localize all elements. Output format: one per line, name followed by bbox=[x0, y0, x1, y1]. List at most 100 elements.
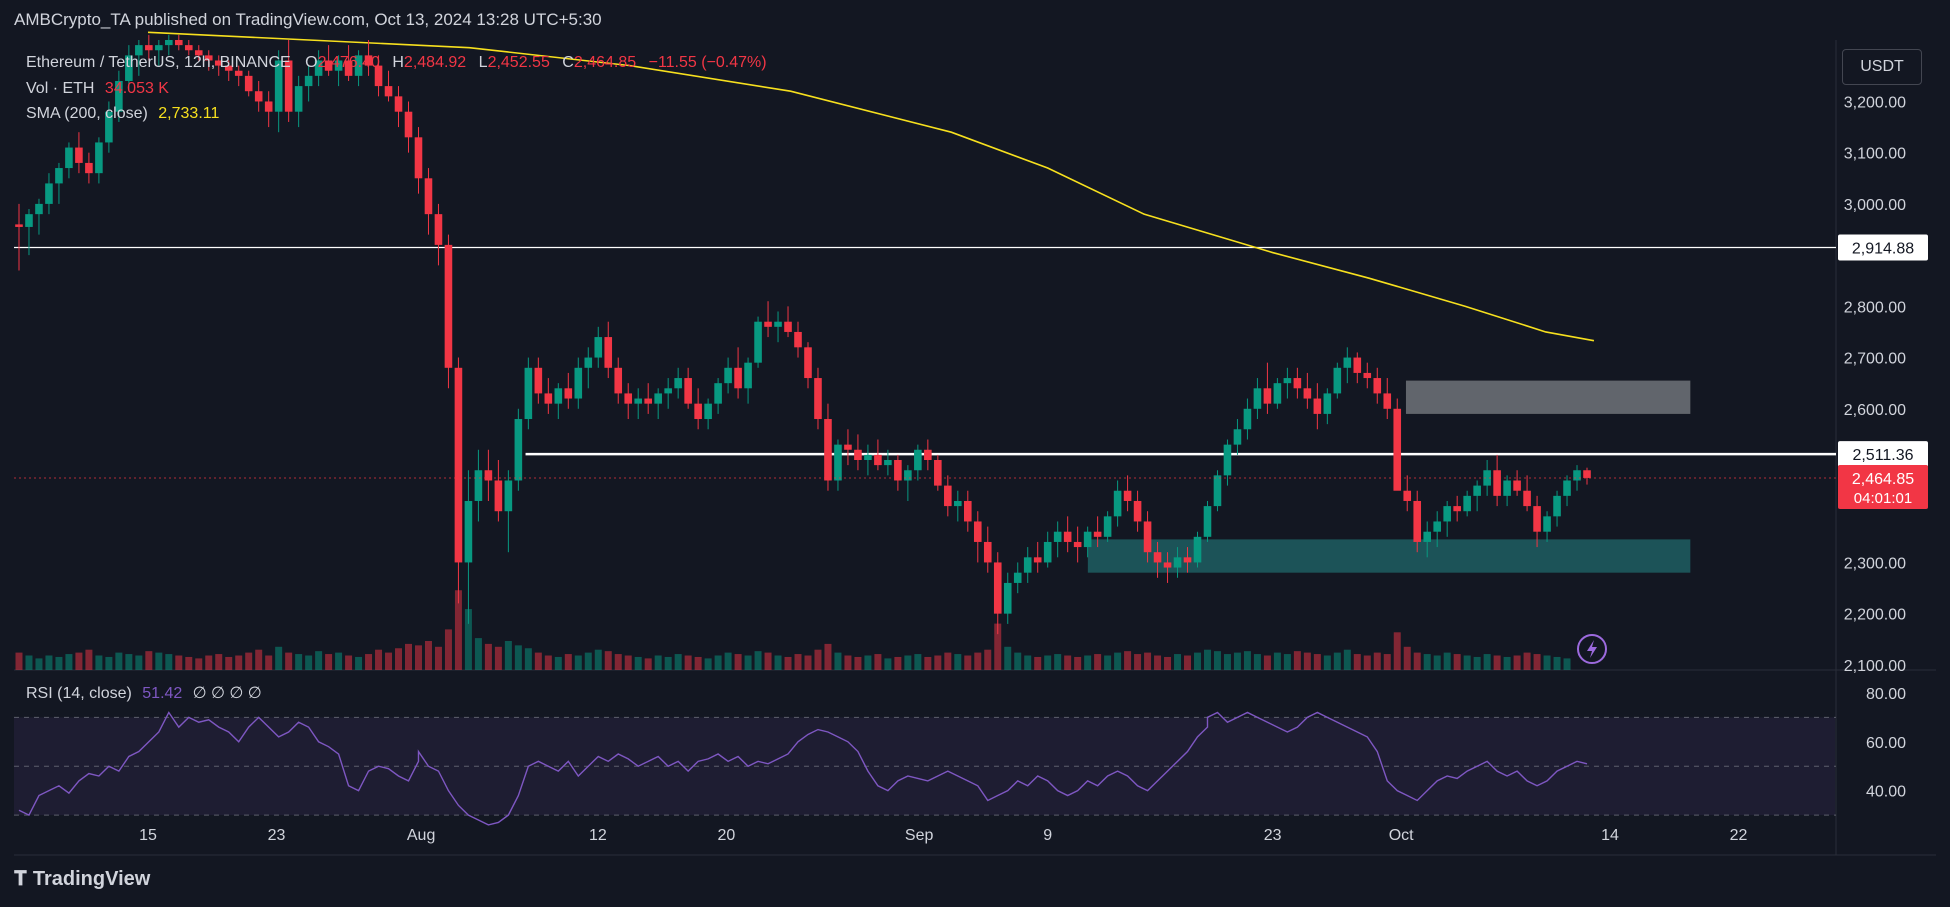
candle-body bbox=[1223, 444, 1232, 476]
candle-body bbox=[1483, 470, 1491, 486]
time-tick-label: Oct bbox=[1389, 827, 1414, 844]
candle-body bbox=[963, 500, 972, 522]
time-tick-label: 15 bbox=[139, 827, 157, 844]
volume-bar bbox=[1413, 652, 1421, 670]
volume-bar bbox=[524, 648, 532, 670]
candle-body bbox=[1523, 490, 1531, 507]
candle-body bbox=[824, 419, 832, 481]
volume-bar bbox=[754, 651, 762, 670]
volume-bar bbox=[724, 652, 732, 670]
volume-bar bbox=[325, 654, 333, 670]
volume-bar bbox=[454, 590, 462, 670]
candle-body bbox=[1383, 393, 1392, 409]
volume-bar bbox=[684, 655, 692, 670]
candle-body bbox=[654, 393, 662, 404]
price-tick-label: 3,000.00 bbox=[1844, 197, 1906, 214]
volume-bar bbox=[564, 654, 572, 670]
volume-bar bbox=[624, 655, 632, 670]
volume-bar bbox=[355, 656, 363, 670]
volume-bar bbox=[345, 655, 353, 670]
candle-body bbox=[1553, 495, 1561, 517]
volume-bar bbox=[1493, 655, 1501, 670]
key-level-tag bbox=[1838, 441, 1928, 468]
volume-bar bbox=[574, 655, 582, 670]
tradingview-mark-icon: 𝐓 bbox=[14, 868, 27, 890]
key-level-label: 2,511.36 bbox=[1852, 447, 1913, 464]
candle-body bbox=[194, 50, 203, 56]
volume-bar bbox=[1194, 652, 1201, 670]
volume-bar bbox=[714, 655, 722, 670]
close-label: C bbox=[562, 54, 574, 71]
tradingview-logo: 𝐓 TradingView bbox=[14, 868, 150, 891]
candle-body bbox=[584, 357, 593, 368]
candle-body bbox=[694, 403, 702, 420]
low-value: 2,452.55 bbox=[487, 54, 550, 71]
volume-bar bbox=[1533, 654, 1541, 670]
price-tick-label: 3,200.00 bbox=[1844, 94, 1906, 111]
volume-bar bbox=[255, 649, 263, 670]
volume-bar bbox=[604, 651, 612, 670]
rsi-line bbox=[18, 711, 1588, 826]
publish-info: AMBCrypto_TA published on TradingView.co… bbox=[14, 10, 602, 29]
candle-body bbox=[115, 80, 123, 112]
volume-bar bbox=[75, 652, 83, 670]
candle-body bbox=[714, 383, 722, 404]
candle-body bbox=[534, 367, 543, 394]
volume-bar bbox=[1104, 655, 1112, 670]
volume-bar bbox=[315, 651, 323, 670]
candle-body bbox=[95, 142, 103, 174]
volume-bar bbox=[1094, 654, 1102, 670]
rsi-value: 51.42 bbox=[142, 685, 183, 702]
volume-bar bbox=[884, 658, 892, 670]
volume-bar bbox=[115, 652, 123, 670]
volume-bar bbox=[1443, 652, 1451, 670]
volume-label: Vol · ETH bbox=[26, 80, 95, 97]
volume-bar bbox=[614, 654, 622, 670]
candle-body bbox=[554, 388, 563, 404]
volume-bar bbox=[1433, 655, 1441, 670]
volume-bar bbox=[964, 655, 972, 670]
price-tick-label: 2,800.00 bbox=[1844, 299, 1906, 316]
candle-body bbox=[125, 55, 133, 81]
volume-bar bbox=[105, 656, 113, 670]
candle-body bbox=[704, 403, 712, 420]
candle-body bbox=[1543, 516, 1551, 532]
candle-body bbox=[744, 362, 752, 389]
volume-bar bbox=[1114, 652, 1122, 670]
volume-bar bbox=[904, 655, 912, 670]
candle-body bbox=[644, 398, 652, 404]
candle-body bbox=[1333, 367, 1342, 394]
volume-bar bbox=[395, 648, 403, 670]
candle-body bbox=[993, 562, 1002, 614]
candle-body bbox=[55, 168, 63, 184]
candle-body bbox=[684, 378, 692, 404]
time-tick-label: 20 bbox=[717, 827, 735, 844]
candle-body bbox=[344, 60, 353, 76]
lightning-icon[interactable] bbox=[1577, 634, 1607, 664]
volume-bar bbox=[1333, 652, 1341, 670]
volume-bar bbox=[974, 652, 982, 670]
volume-bar bbox=[265, 655, 273, 670]
volume-bar bbox=[1553, 656, 1561, 670]
candle-body bbox=[274, 60, 283, 112]
volume-bar bbox=[1213, 651, 1221, 670]
volume-bar bbox=[25, 655, 33, 670]
candle-body bbox=[1443, 506, 1451, 522]
candle-body bbox=[844, 444, 852, 450]
volume-bar bbox=[424, 641, 432, 670]
volume-bar bbox=[1513, 655, 1521, 670]
volume-bar bbox=[824, 643, 832, 670]
time-tick-label: 12 bbox=[589, 827, 607, 844]
volume-bar bbox=[1034, 656, 1042, 670]
candle-body bbox=[1143, 521, 1152, 553]
volume-bar bbox=[295, 654, 303, 670]
key-level-tag bbox=[1838, 234, 1928, 261]
candle-body bbox=[65, 147, 73, 169]
currency-unit-button[interactable]: USDT bbox=[1842, 49, 1922, 85]
volume-bar bbox=[1134, 654, 1142, 670]
volume-bar bbox=[215, 654, 223, 670]
candle-body bbox=[174, 40, 183, 46]
candle-body bbox=[1013, 572, 1022, 583]
candle-body bbox=[1583, 470, 1591, 478]
